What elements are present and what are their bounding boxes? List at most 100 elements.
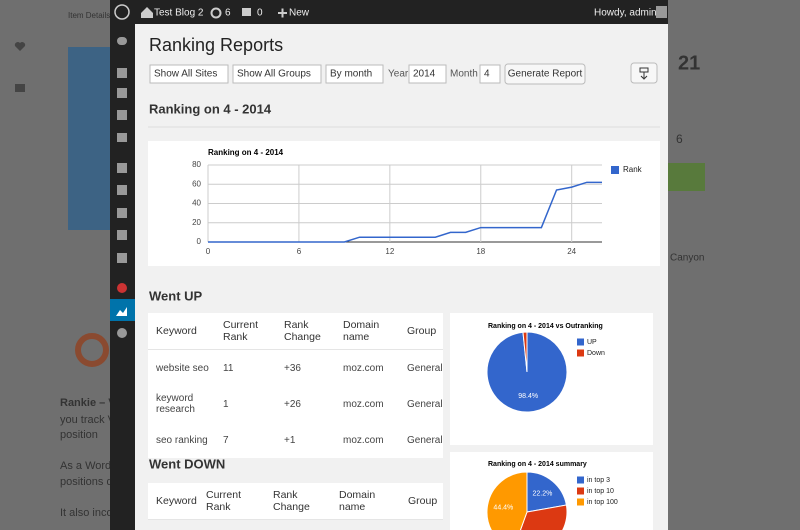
comments-count[interactable]: 0: [257, 8, 263, 19]
heart-icon: [14, 42, 26, 51]
site-select[interactable]: [149, 64, 229, 84]
cell: 7: [223, 434, 229, 446]
cell: moz.com: [343, 434, 384, 446]
select-text: Show All Sites: [154, 69, 217, 80]
updates-count[interactable]: 6: [225, 8, 231, 19]
sidebar: [110, 24, 135, 530]
folder-icon: [15, 84, 25, 92]
legend-swatch: [577, 476, 584, 484]
column-header: Current Rank: [215, 313, 276, 350]
column-header: Domain name: [335, 313, 399, 350]
table-row: seo ranking 7 +1 moz.com General: [148, 422, 443, 458]
header-row: Keyword Current Rank Rank Change Domain nam…: [148, 313, 443, 350]
value-label: 98.4%: [518, 393, 538, 400]
greeting[interactable]: Howdy, admin: [594, 8, 657, 19]
breadcrumb: Item Details: [68, 11, 110, 20]
period-select[interactable]: [325, 64, 384, 84]
year-select[interactable]: [408, 64, 447, 84]
plus-icon: [278, 8, 287, 18]
select-text: By month: [330, 69, 372, 80]
y-tick-label: 40: [192, 199, 201, 208]
value-label: 22.2%: [532, 490, 552, 497]
select-text: 2014: [413, 69, 436, 80]
location: Canyon: [670, 253, 704, 264]
month-label: Month: [450, 69, 478, 80]
chart-title: Ranking on 4 - 2014 vs Outranking: [488, 323, 603, 330]
column-header: Rank Change: [276, 313, 335, 350]
group-select[interactable]: [232, 64, 322, 84]
comments-icon: [242, 8, 251, 16]
legend-label: in top 3: [587, 477, 610, 484]
cell: 11: [223, 362, 234, 374]
home-icon: [141, 7, 153, 18]
cell: +36: [284, 362, 301, 374]
went-up-table: Keyword Current Rank Rank Change Domain nam…: [148, 313, 443, 458]
section-title: Ranking on 4 - 2014: [149, 101, 272, 116]
wp-logo[interactable]: [114, 4, 130, 20]
cell: +1: [284, 434, 296, 446]
new-link[interactable]: New: [289, 8, 310, 19]
background-button: [668, 163, 705, 191]
x-tick-label: 6: [297, 247, 302, 256]
went-up-title: Went UP: [149, 288, 203, 303]
column-header: Keyword: [148, 313, 215, 350]
cell: keyword research: [156, 393, 195, 415]
month-select[interactable]: [479, 64, 501, 84]
bg-text: Rankie – V: [60, 397, 116, 409]
cell: moz.com: [343, 362, 384, 374]
site-link[interactable]: Test Blog 2: [154, 8, 204, 19]
active-menu[interactable]: [110, 299, 135, 321]
column-header: Domain name: [331, 483, 400, 520]
export-icon: [639, 67, 649, 80]
x-tick-label: 12: [385, 247, 394, 256]
chart-title: Ranking on 4 - 2014 summary: [488, 461, 587, 468]
select-text: 4: [484, 69, 490, 80]
cell: moz.com: [343, 398, 384, 410]
cell: General: [407, 362, 443, 374]
cell: General: [407, 434, 443, 446]
y-tick-label: 80: [192, 160, 201, 169]
updates-icon: [210, 7, 222, 19]
y-tick-label: 60: [192, 179, 201, 188]
column-header: Keyword: [148, 483, 198, 520]
select-text: Show All Groups: [237, 69, 311, 80]
cell: +26: [284, 398, 301, 410]
logo-ring: [75, 333, 109, 367]
sidebar-icon[interactable]: [117, 328, 127, 338]
table-row: keyword research 1 +26 moz.com General: [148, 386, 443, 422]
legend-label: in top 10: [587, 488, 614, 495]
pie-slice: [526, 471, 567, 513]
generate-button[interactable]: [504, 63, 586, 85]
button-text: Generate Report: [508, 69, 583, 80]
line-series: [208, 181, 602, 243]
background-banner: [68, 47, 110, 230]
cell: seo ranking: [156, 434, 208, 446]
cell: 1: [223, 398, 229, 410]
y-tick-label: 0: [197, 237, 202, 246]
legend-swatch: [577, 349, 584, 357]
filler: [668, 0, 800, 24]
legend-swatch: [611, 166, 619, 174]
x-tick-label: 0: [206, 247, 211, 256]
sidebar-icons[interactable]: [117, 37, 127, 293]
pie-slice: [519, 504, 568, 530]
legend-swatch: [577, 498, 584, 506]
column-header: Rank Change: [265, 483, 331, 520]
legend-label: UP: [587, 339, 597, 346]
x-tick-label: 18: [476, 247, 485, 256]
price: 21: [678, 52, 700, 74]
legend-label: Rank: [623, 165, 643, 174]
legend-swatch: [577, 487, 584, 495]
column-header: Group: [400, 483, 443, 520]
column-header: Group: [399, 313, 443, 350]
bg-text: It also inco: [60, 507, 113, 519]
chart-title: Ranking on 4 - 2014: [208, 148, 284, 157]
avatar[interactable]: [656, 6, 667, 18]
count: 6: [676, 132, 683, 146]
bg-text: As a Word: [60, 460, 111, 472]
legend-label: in top 100: [587, 499, 618, 506]
legend-swatch: [577, 338, 584, 346]
cell: website seo: [156, 362, 209, 374]
column-header: Current Rank: [198, 483, 265, 520]
y-tick-label: 20: [192, 218, 201, 227]
